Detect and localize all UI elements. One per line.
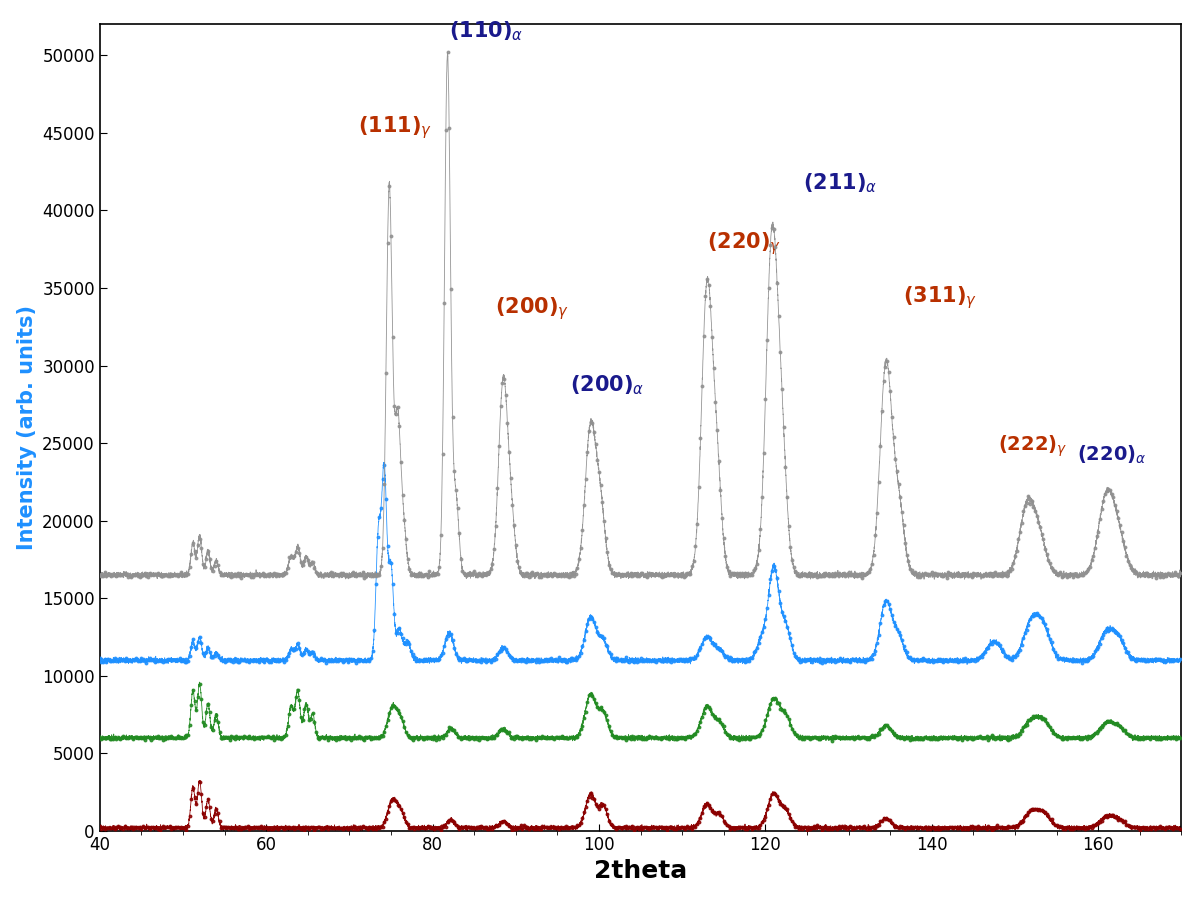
Text: (111)$_{\gamma}$: (111)$_{\gamma}$ — [358, 113, 431, 140]
Text: (311)$_{\gamma}$: (311)$_{\gamma}$ — [902, 284, 976, 311]
Text: (220)$_{\gamma}$: (220)$_{\gamma}$ — [707, 230, 781, 257]
Text: (220)$_{\alpha}$: (220)$_{\alpha}$ — [1077, 444, 1146, 466]
Text: (222)$_{\gamma}$: (222)$_{\gamma}$ — [998, 433, 1067, 459]
Text: (110)$_{\alpha}$: (110)$_{\alpha}$ — [449, 19, 524, 43]
X-axis label: 2theta: 2theta — [594, 860, 688, 883]
Text: (200)$_{\gamma}$: (200)$_{\gamma}$ — [495, 295, 569, 322]
Y-axis label: Intensity (arb. units): Intensity (arb. units) — [17, 305, 37, 550]
Text: (211)$_{\alpha}$: (211)$_{\alpha}$ — [803, 171, 877, 195]
Text: (200)$_{\alpha}$: (200)$_{\alpha}$ — [570, 373, 645, 397]
